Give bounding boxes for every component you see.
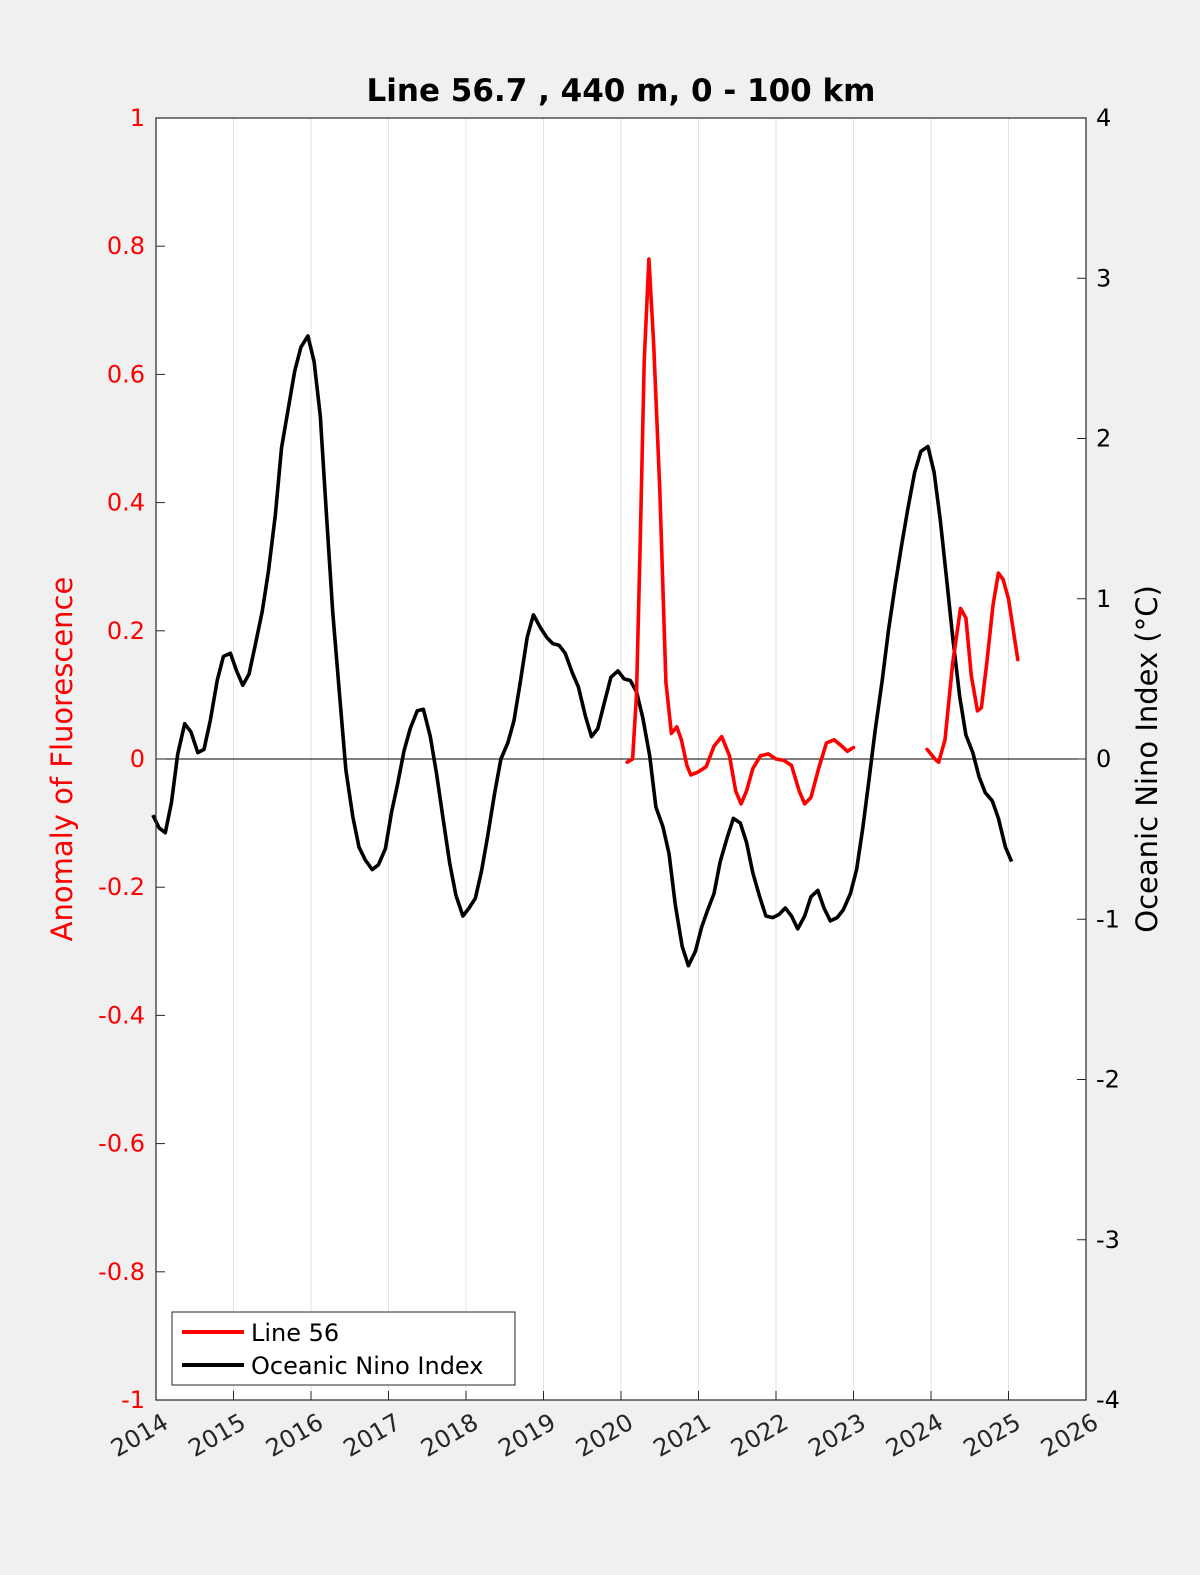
- left-tick-label: -0.4: [98, 1001, 145, 1029]
- left-tick-label: 0: [130, 745, 145, 773]
- left-tick-label: 1: [130, 104, 145, 132]
- left-tick-label: -0.2: [98, 873, 145, 901]
- right-axis-label: Oceanic Nino Index (°C): [1130, 585, 1164, 933]
- series-group: [151, 257, 1020, 968]
- right-tick-label: 3: [1096, 264, 1111, 292]
- series-line-oni: [151, 334, 1014, 968]
- legend-box: [171, 1311, 516, 1386]
- left-tick-label: 0.4: [107, 489, 145, 517]
- left-tick-label: 0.2: [107, 617, 145, 645]
- right-tick-label: 2: [1096, 425, 1111, 453]
- right-tick-label: 1: [1096, 585, 1111, 613]
- left-axis-label: Anomaly of Fluorescence: [45, 577, 79, 942]
- legend-label-oni: Oceanic Nino Index: [251, 1352, 483, 1380]
- left-y-axis: -1 -0.8 -0.6 -0.4 -0.2 0 0.2 0.4 0.6 0.8 1: [98, 104, 165, 1414]
- right-y-axis: -4 -3 -2 -1 0 1 2 3 4: [1077, 104, 1120, 1414]
- right-tick-label: -3: [1096, 1226, 1120, 1254]
- left-tick-label: 0.6: [107, 360, 145, 388]
- right-tick-label: -1: [1096, 905, 1120, 933]
- right-tick-label: -2: [1096, 1066, 1120, 1094]
- chart-title: Line 56.7 , 440 m, 0 - 100 km: [367, 73, 876, 109]
- left-tick-label: 0.8: [107, 232, 145, 260]
- series-line-line56-segment-1: [625, 257, 856, 806]
- right-tick-label: -4: [1096, 1386, 1120, 1414]
- series-line-line56-segment-2: [925, 571, 1020, 765]
- left-tick-label: -1: [121, 1386, 145, 1414]
- left-tick-label: -0.8: [98, 1258, 145, 1286]
- left-tick-label: -0.6: [98, 1130, 145, 1158]
- right-tick-label: 4: [1096, 104, 1111, 132]
- legend: Line 56 Oceanic Nino Index: [171, 1311, 516, 1386]
- legend-label-line56: Line 56: [251, 1319, 339, 1347]
- right-tick-label: 0: [1096, 745, 1111, 773]
